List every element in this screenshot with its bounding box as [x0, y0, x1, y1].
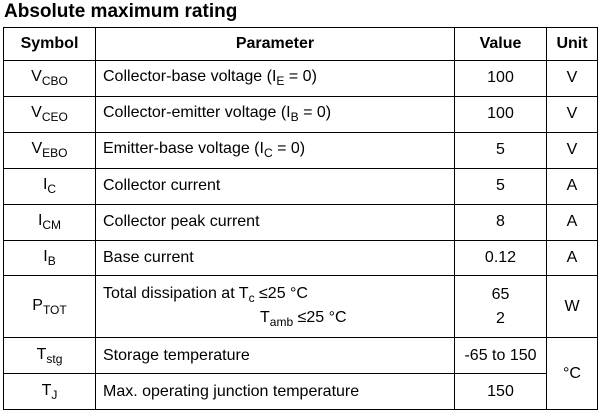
symbol-cell: VEBO [3, 131, 96, 169]
parameter-text: T [260, 308, 270, 326]
parameter-subscript: E [276, 74, 285, 89]
symbol-main: V [31, 140, 43, 158]
symbol-main: T [41, 381, 52, 399]
header-value: Value [454, 27, 547, 61]
symbol-cell: TJ [3, 373, 96, 410]
symbol-cell: ICM [3, 203, 96, 241]
symbol-cell: VCBO [3, 59, 96, 97]
symbol-subscript: EBO [42, 146, 68, 161]
header-parameter: Parameter [95, 27, 455, 61]
table-row: TJ Max. operating junction temperature 1… [3, 373, 598, 410]
symbol-main: I [37, 212, 43, 230]
table-row: VCEO Collector-emitter voltage (IB = 0) … [3, 95, 598, 133]
value-cell: 65 2 [454, 275, 547, 339]
value-cell: 5 [454, 131, 547, 169]
symbol-subscript: J [51, 387, 58, 402]
symbol-cell: PTOT [3, 275, 96, 339]
unit-cell: A [546, 167, 598, 205]
value-line-2: 2 [496, 309, 505, 327]
symbol-cell: VCEO [3, 95, 96, 133]
symbol-main: V [31, 104, 42, 122]
table-row: ICM Collector peak current 8 A [3, 203, 598, 241]
parameter-cell: Collector current [95, 167, 455, 205]
absolute-maximum-rating-table: Symbol Parameter Value Unit VCBO Collect… [3, 27, 598, 410]
unit-cell: W [546, 275, 598, 339]
parameter-line-1: Total dissipation at Tc ≤25 °C [103, 285, 454, 305]
symbol-cell: Tstg [3, 337, 96, 375]
value-line-1: 65 [491, 285, 510, 303]
parameter-line-2: Tamb ≤25 °C [103, 309, 454, 329]
parameter-subscript: B [290, 110, 299, 125]
header-row: Symbol Parameter Value Unit [3, 27, 598, 61]
value-cell: 5 [454, 167, 547, 205]
parameter-cell: Collector peak current [95, 203, 455, 241]
symbol-main: I [43, 248, 48, 266]
symbol-subscript: CBO [41, 74, 68, 89]
parameter-text-end: ≤25 °C [293, 308, 347, 326]
symbol-cell: IB [3, 239, 96, 277]
table-title: Absolute maximum rating [4, 1, 238, 22]
header-unit: Unit [546, 27, 598, 61]
parameter-text: Emitter-base voltage (I [103, 140, 264, 158]
parameter-text-end: = 0) [272, 140, 306, 158]
symbol-main: P [32, 296, 43, 314]
unit-cell-temperature: °C [546, 337, 598, 410]
parameter-cell: Emitter-base voltage (IC = 0) [95, 131, 455, 169]
symbol-subscript: CM [42, 218, 62, 233]
parameter-cell: Total dissipation at Tc ≤25 °C Tamb ≤25 … [95, 275, 455, 339]
parameter-cell: Storage temperature [95, 337, 455, 375]
symbol-main: I [42, 176, 48, 194]
table-row: PTOT Total dissipation at Tc ≤25 °C Tamb… [3, 275, 598, 339]
table-row: IC Collector current 5 A [3, 167, 598, 205]
table-row: IB Base current 0.12 A [3, 239, 598, 277]
symbol-subscript: stg [46, 351, 63, 366]
unit-cell: V [546, 59, 598, 97]
table-row: VCBO Collector-base voltage (IE = 0) 100… [3, 59, 598, 97]
unit-cell: A [546, 239, 598, 277]
symbol-main: T [36, 345, 47, 363]
table-row: VEBO Emitter-base voltage (IC = 0) 5 V [3, 131, 598, 169]
parameter-cell: Collector-base voltage (IE = 0) [95, 59, 455, 97]
unit-cell: V [546, 131, 598, 169]
parameter-subscript: C [263, 146, 273, 161]
parameter-text-end: ≤25 °C [254, 284, 308, 302]
unit-cell: A [546, 203, 598, 241]
value-cell: 150 [454, 373, 547, 410]
symbol-subscript: B [47, 254, 56, 269]
value-cell: 8 [454, 203, 547, 241]
symbol-cell: IC [3, 167, 96, 205]
symbol-subscript: CEO [41, 110, 68, 125]
parameter-text: Collector-emitter voltage (I [103, 104, 291, 122]
unit-cell: V [546, 95, 598, 133]
value-cell: 100 [454, 95, 547, 133]
parameter-cell: Collector-emitter voltage (IB = 0) [95, 95, 455, 133]
parameter-text-end: = 0) [298, 104, 332, 122]
symbol-subscript: TOT [42, 302, 67, 317]
parameter-text: Collector-base voltage (I [103, 68, 277, 86]
value-cell: -65 to 150 [454, 337, 547, 375]
parameter-cell: Max. operating junction temperature [95, 373, 455, 410]
parameter-text-end: = 0) [284, 68, 317, 86]
parameter-subscript: amb [269, 314, 294, 329]
parameter-cell: Base current [95, 239, 455, 277]
header-symbol: Symbol [3, 27, 96, 61]
table-row: Tstg Storage temperature -65 to 150 °C [3, 337, 598, 410]
parameter-subscript: c [248, 290, 255, 305]
value-cell: 100 [454, 59, 547, 97]
parameter-text: Total dissipation at T [103, 284, 249, 302]
symbol-subscript: C [47, 182, 57, 197]
symbol-main: V [31, 68, 42, 86]
value-cell: 0.12 [454, 239, 547, 277]
